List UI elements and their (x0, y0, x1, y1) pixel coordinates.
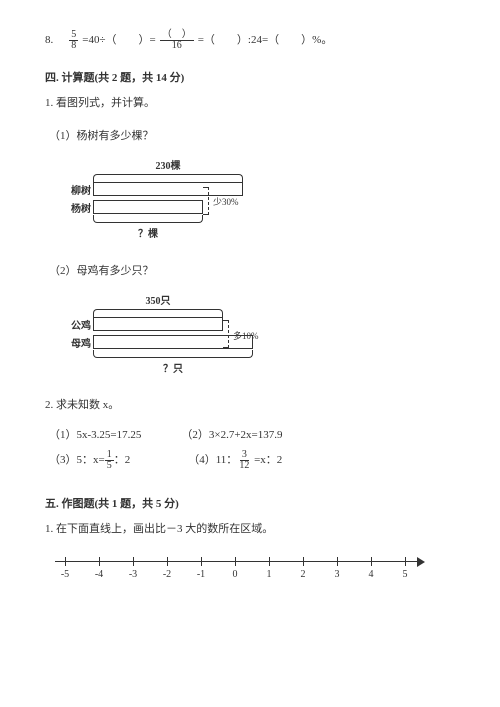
eq-4: （4）11：312 =x：2 (188, 450, 282, 471)
solve-row-2: （3）5：x=15：2 （4）11：312 =x：2 (49, 450, 455, 471)
section5-title: 五. 作图题(共 1 题，共 5 分) (45, 495, 455, 511)
diagram1-row2-label: 杨树 (65, 200, 93, 215)
diagram1-bar2 (93, 200, 203, 214)
number-line-label: 1 (267, 569, 272, 580)
diagram2-diff-brace (223, 320, 229, 348)
q8-seg1: =40÷（ ）= (82, 32, 155, 50)
diagram2-row2-label: 母鸡 (65, 335, 93, 350)
number-line-tick (303, 557, 304, 566)
diagram-chickens: 350只 公鸡 母鸡 多10% ？只 (65, 292, 275, 375)
eq4-frac: 312 (237, 450, 251, 471)
number-line-label: 0 (233, 569, 238, 580)
number-line-label: -5 (61, 569, 69, 580)
number-line-label: -4 (95, 569, 103, 580)
section5-q1: 1. 在下面直线上，画出比－3 大的数所在区域。 (45, 521, 455, 539)
number-line-tick (337, 557, 338, 566)
diagram2-bar1 (93, 317, 223, 331)
q8-seg2: =（ ）:24=（ ）%。 (198, 32, 333, 50)
eq4-b: =x：2 (251, 454, 282, 466)
section4-q1-p1-label: （1）杨树有多少棵？ (49, 127, 455, 143)
diagram1-row1: 柳树 (65, 182, 275, 197)
section4-title: 四. 计算题(共 2 题，共 14 分) (45, 69, 455, 85)
section4-q1-p2-label: （2）母鸡有多少只？ (49, 262, 455, 278)
diagram1-diff-label: 少30% (213, 195, 239, 208)
diagram2-diff-label: 多10% (233, 329, 259, 342)
section4-q1-prompt: 1. 看图列式，并计算。 (45, 95, 455, 113)
diagram1-row2: 杨树 少30% (65, 200, 275, 215)
number-line-label: -1 (197, 569, 205, 580)
section4-q2-prompt: 2. 求未知数 x。 (45, 397, 455, 415)
number-line-tick (99, 557, 100, 566)
eq3-b: ：2 (114, 454, 131, 466)
diagram1-top-label: 230棵 (93, 157, 243, 172)
number-line-tick (65, 557, 66, 566)
diagram-trees: 230棵 柳树 杨树 少30% ？棵 (65, 157, 275, 240)
diagram2-bottom-bracket (93, 350, 253, 358)
question-8: 8. 5 8 =40÷（ ）= （ ） 16 =（ ）:24=（ ）%。 (45, 30, 455, 51)
diagram2-row2: 母鸡 多10% (65, 335, 275, 350)
number-line-label: 2 (301, 569, 306, 580)
number-line-tick (405, 557, 406, 566)
diagram2-row1-label: 公鸡 (65, 317, 93, 332)
eq4-a: （4）11： (188, 454, 237, 466)
diagram1-row1-label: 柳树 (65, 182, 93, 197)
diagram1-top-bracket (93, 174, 243, 182)
number-line-tick (133, 557, 134, 566)
number-line-label: -2 (163, 569, 171, 580)
q8-number: 8. (45, 32, 53, 50)
eq-3: （3）5：x=15：2 (49, 450, 130, 471)
diagram1-diff-brace (203, 187, 209, 215)
eq-2: （2）3×2.7+2x=137.9 (181, 426, 282, 442)
number-line: -5 -4 -3 -2 -1 0 1 2 3 4 5 (55, 553, 425, 583)
number-line-tick (201, 557, 202, 566)
diagram2-bar2 (93, 335, 253, 349)
diagram1-bottom-label: ？棵 (93, 225, 203, 240)
number-line-label: 3 (335, 569, 340, 580)
solve-row-1: （1）5x-3.25=17.25 （2）3×2.7+2x=137.9 (49, 426, 455, 442)
number-line-arrow-icon (417, 557, 425, 567)
diagram2-top-label: 350只 (93, 292, 223, 307)
number-line-tick (269, 557, 270, 566)
eq-1: （1）5x-3.25=17.25 (49, 426, 141, 442)
diagram1-bottom-bracket (93, 215, 203, 223)
number-line-label: 5 (403, 569, 408, 580)
eq3-frac: 15 (105, 450, 114, 471)
eq3-a: （3）5：x= (49, 454, 105, 466)
number-line-tick (371, 557, 372, 566)
diagram2-top-bracket (93, 309, 223, 317)
diagram2-bottom-label: ？只 (93, 360, 253, 375)
number-line-tick (235, 557, 236, 566)
number-line-label: 4 (369, 569, 374, 580)
q8-mid-fraction: （ ） 16 (160, 30, 194, 51)
q8-fraction: 5 8 (69, 30, 78, 51)
number-line-axis (55, 561, 417, 563)
number-line-tick (167, 557, 168, 566)
number-line-label: -3 (129, 569, 137, 580)
